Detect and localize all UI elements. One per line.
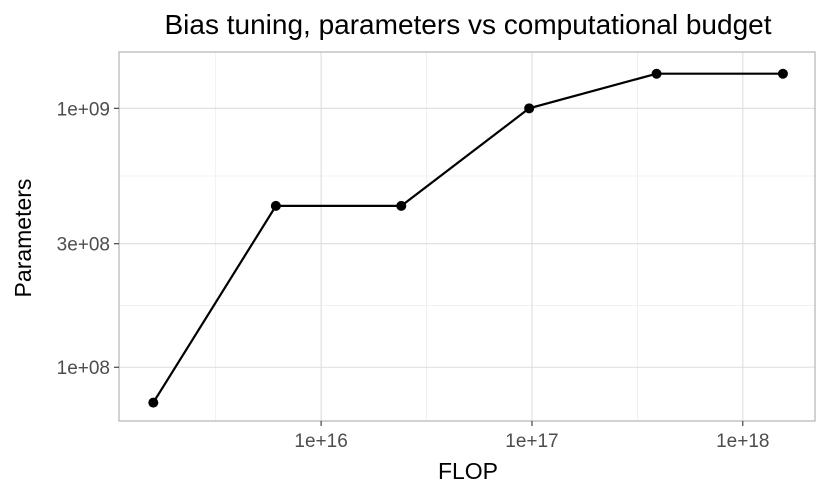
plot-panel [118, 51, 816, 422]
data-point [148, 397, 159, 408]
x-axis-title: FLOP [438, 458, 498, 484]
data-point [777, 68, 788, 79]
chart-title: Bias tuning, parameters vs computational… [164, 9, 771, 40]
y-tick-label: 1e+09 [57, 99, 110, 120]
data-point [651, 68, 662, 79]
y-axis-title: Parameters [10, 179, 36, 298]
x-tick-label: 1e+17 [505, 431, 558, 452]
series-line [152, 72, 783, 404]
data-point [524, 103, 535, 114]
y-tick-label: 3e+08 [57, 235, 110, 256]
data-point [396, 200, 407, 211]
data-point [270, 200, 281, 211]
axis-ticks: 1e+16 1e+17 1e+18 1e+08 3e+08 1e+09 [57, 99, 770, 452]
x-tick-label: 1e+16 [294, 431, 347, 452]
grid [119, 52, 815, 421]
y-tick-label: 1e+08 [57, 358, 110, 379]
series-layer [148, 68, 788, 408]
x-tick-label: 1e+18 [716, 431, 769, 452]
